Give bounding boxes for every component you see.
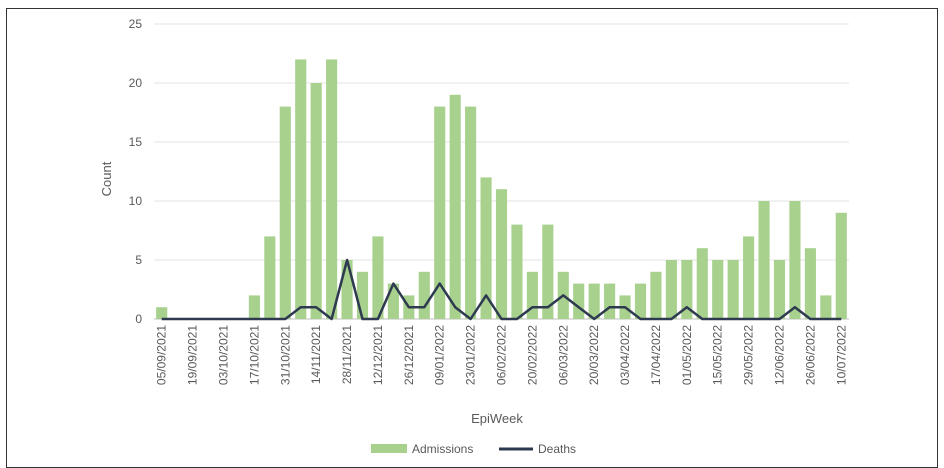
- admissions-bar: [696, 248, 708, 319]
- x-tick-label: 09/01/2022: [433, 325, 447, 385]
- admissions-bar: [356, 271, 369, 319]
- admissions-bar: [495, 189, 508, 319]
- x-tick-label: 26/12/2021: [402, 325, 416, 385]
- x-axis-label: EpiWeek: [471, 411, 523, 426]
- x-tick-label: 12/06/2022: [773, 325, 787, 385]
- admissions-bar: [588, 283, 600, 319]
- x-tick-label: 12/12/2021: [371, 325, 385, 385]
- admissions-bar: [665, 260, 677, 319]
- x-tick-label: 31/10/2021: [278, 325, 292, 385]
- admissions-bar: [449, 94, 461, 319]
- admissions-bar: [341, 260, 353, 319]
- y-tick-label: 25: [129, 17, 143, 31]
- y-tick-label: 0: [135, 312, 142, 326]
- admissions-bar: [604, 283, 616, 319]
- x-tick-label: 05/09/2021: [155, 325, 169, 385]
- x-tick-label: 01/05/2022: [680, 325, 694, 385]
- x-tick-label: 28/11/2021: [340, 325, 354, 384]
- admissions-bar: [542, 224, 554, 319]
- admissions-bar: [326, 59, 338, 320]
- legend-admissions-label: Admissions: [412, 442, 473, 456]
- x-tick-label: 06/02/2022: [495, 325, 509, 385]
- admissions-bar: [434, 106, 446, 319]
- admissions-bar: [727, 260, 739, 319]
- x-tick-label: 14/11/2021: [309, 325, 323, 384]
- chart-frame: 0 5 10 15 20 25 05/09/2021 19/09/2021 03/10/202…: [6, 8, 938, 468]
- admissions-bar: [634, 283, 647, 319]
- admissions-bar: [279, 106, 291, 319]
- admissions-bar: [156, 307, 168, 319]
- x-tick-label: 17/04/2022: [649, 325, 663, 385]
- x-tick-labels: 05/09/2021 19/09/2021 03/10/2021 17/10/2021…: [155, 325, 849, 385]
- admissions-bar: [418, 271, 430, 319]
- admissions-bar: [295, 59, 307, 320]
- admissions-bar: [820, 295, 832, 319]
- admissions-bar: [743, 236, 755, 319]
- admissions-bar: [573, 283, 585, 319]
- x-tick-label: 10/07/2022: [834, 325, 848, 385]
- legend-admissions-swatch: [371, 444, 407, 453]
- y-tick-label: 20: [129, 76, 143, 90]
- x-tick-label: 20/03/2022: [587, 325, 601, 385]
- y-tick-label: 10: [129, 194, 143, 208]
- admissions-bars: [156, 59, 847, 320]
- admissions-bar: [712, 260, 724, 319]
- admissions-bar: [480, 177, 492, 319]
- x-tick-label: 19/09/2021: [186, 325, 200, 385]
- admissions-bar: [310, 83, 322, 319]
- admissions-bar: [511, 224, 523, 319]
- x-tick-label: 26/06/2022: [803, 325, 817, 385]
- x-tick-label: 20/02/2022: [525, 325, 539, 385]
- admissions-bar: [526, 271, 538, 319]
- chart-svg: 0 5 10 15 20 25 05/09/2021 19/09/2021 03/10/202…: [99, 17, 849, 456]
- y-axis-label: Count: [99, 161, 114, 196]
- deaths-series-line: [161, 258, 842, 321]
- x-tick-label: 06/03/2022: [556, 325, 570, 385]
- deaths-line: [161, 258, 842, 321]
- y-tick-label: 5: [135, 253, 142, 267]
- x-tick-label: 29/05/2022: [742, 325, 756, 385]
- admissions-bar: [248, 295, 260, 319]
- legend: Admissions Deaths: [371, 442, 576, 456]
- x-tick-label: 03/10/2021: [217, 325, 231, 385]
- x-tick-label: 03/04/2022: [618, 325, 632, 385]
- admissions-bar: [681, 260, 693, 319]
- admissions-bar: [773, 260, 786, 319]
- admissions-bar: [387, 283, 399, 319]
- admissions-bar: [804, 248, 816, 319]
- legend-deaths-label: Deaths: [538, 442, 576, 456]
- admissions-bar: [835, 212, 847, 319]
- admissions-bar: [789, 201, 801, 319]
- x-tick-label: 15/05/2022: [711, 325, 725, 385]
- admissions-bar: [465, 106, 477, 319]
- x-tick-label: 17/10/2021: [247, 325, 261, 385]
- y-tick-labels: 0 5 10 15 20 25: [129, 17, 143, 326]
- admissions-bar: [650, 271, 662, 319]
- y-tick-label: 15: [129, 135, 143, 149]
- admissions-bar: [372, 236, 384, 319]
- x-tick-label: 23/01/2022: [464, 325, 478, 385]
- admissions-bar: [264, 236, 276, 319]
- admissions-bar: [758, 201, 770, 319]
